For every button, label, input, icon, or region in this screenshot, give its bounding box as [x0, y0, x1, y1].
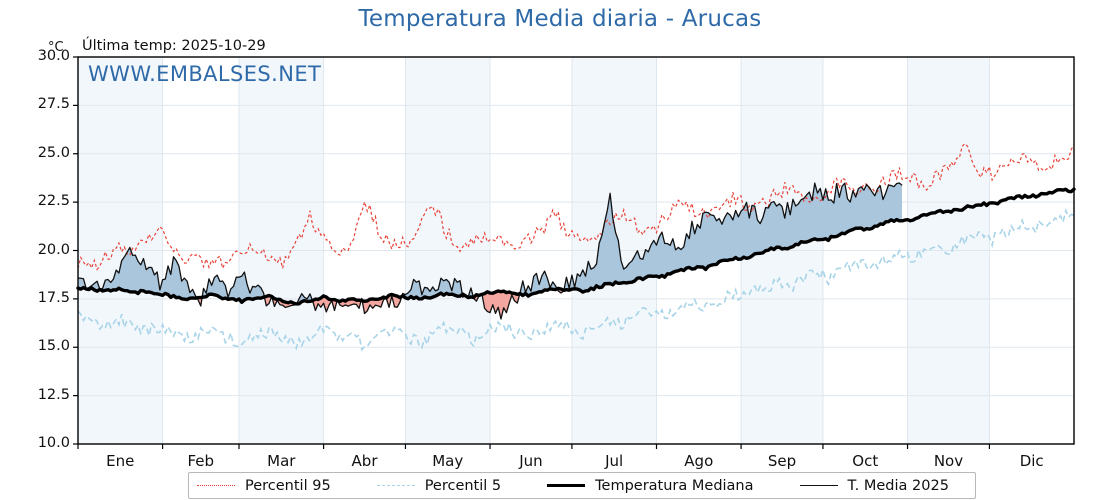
- y-axis-tick-label: 20.0: [37, 241, 70, 258]
- page-title: Temperatura Media diaria - Arucas: [358, 6, 762, 32]
- series-line-percentil-5: [77, 207, 1075, 352]
- legend-item-t-media-2025[interactable]: T. Media 2025: [798, 473, 949, 498]
- x-axis-tick-label: Mar: [267, 452, 296, 470]
- y-axis-tick-label: 27.5: [37, 96, 70, 113]
- x-axis-tick-label: Jun: [519, 452, 543, 470]
- series-line-temperatura-mediana: [76, 187, 1076, 306]
- legend-label-percentil-5: Percentil 5: [424, 477, 502, 494]
- legend-swatch-media-2025-icon: [798, 479, 840, 493]
- legend-item-percentil-5[interactable]: Percentil 5: [375, 473, 501, 498]
- legend-item-temperatura-mediana[interactable]: Temperatura Mediana: [545, 473, 754, 498]
- legend-item-percentil-95[interactable]: Percentil 95: [195, 473, 331, 498]
- x-axis-tick-label: Ene: [106, 452, 135, 470]
- legend-swatch-percentil-95-icon: [195, 479, 237, 493]
- x-axis-tick-label: Dic: [1019, 452, 1044, 470]
- x-axis-tick-label: Nov: [933, 452, 964, 470]
- y-axis-tick-label: 12.5: [37, 386, 70, 403]
- legend-label-percentil-95: Percentil 95: [245, 477, 331, 494]
- x-axis-tick-label: May: [432, 452, 464, 470]
- x-axis-tick-label: Sep: [767, 452, 797, 470]
- y-axis-tick-label: 15.0: [37, 338, 70, 355]
- chart-legend: Percentil 95 Percentil 5 Temperatura Med…: [188, 472, 976, 499]
- y-axis-unit-label: °C: [48, 40, 64, 55]
- legend-label-temperatura-mediana: Temperatura Mediana: [595, 477, 754, 494]
- legend-label-t-media-2025: T. Media 2025: [847, 477, 949, 494]
- y-axis-tick-label: 30.0: [37, 48, 70, 64]
- y-axis-tick-label: 25.0: [37, 144, 70, 161]
- y-axis-tick-label: 22.5: [37, 193, 70, 210]
- legend-swatch-percentil-5-icon: [375, 479, 417, 493]
- x-axis-tick-label: Abr: [351, 452, 378, 470]
- x-axis-tick-label: Oct: [852, 452, 879, 470]
- y-axis-tick-label: 10.0: [37, 435, 70, 451]
- x-axis-tick-label: Ago: [684, 452, 714, 470]
- last-temp-label: Última temp: 2025-10-29: [82, 38, 266, 54]
- watermark-label: WWW.EMBALSES.NET: [88, 62, 322, 86]
- series-line-t-media-2025: [77, 182, 903, 320]
- x-axis-tick-label: Feb: [187, 452, 215, 470]
- x-axis-tick-label: Jul: [605, 452, 624, 470]
- y-axis-tick-label: 17.5: [37, 289, 70, 306]
- legend-swatch-mediana-icon: [545, 479, 587, 493]
